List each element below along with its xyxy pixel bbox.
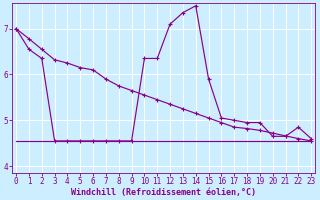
X-axis label: Windchill (Refroidissement éolien,°C): Windchill (Refroidissement éolien,°C) [71, 188, 256, 197]
